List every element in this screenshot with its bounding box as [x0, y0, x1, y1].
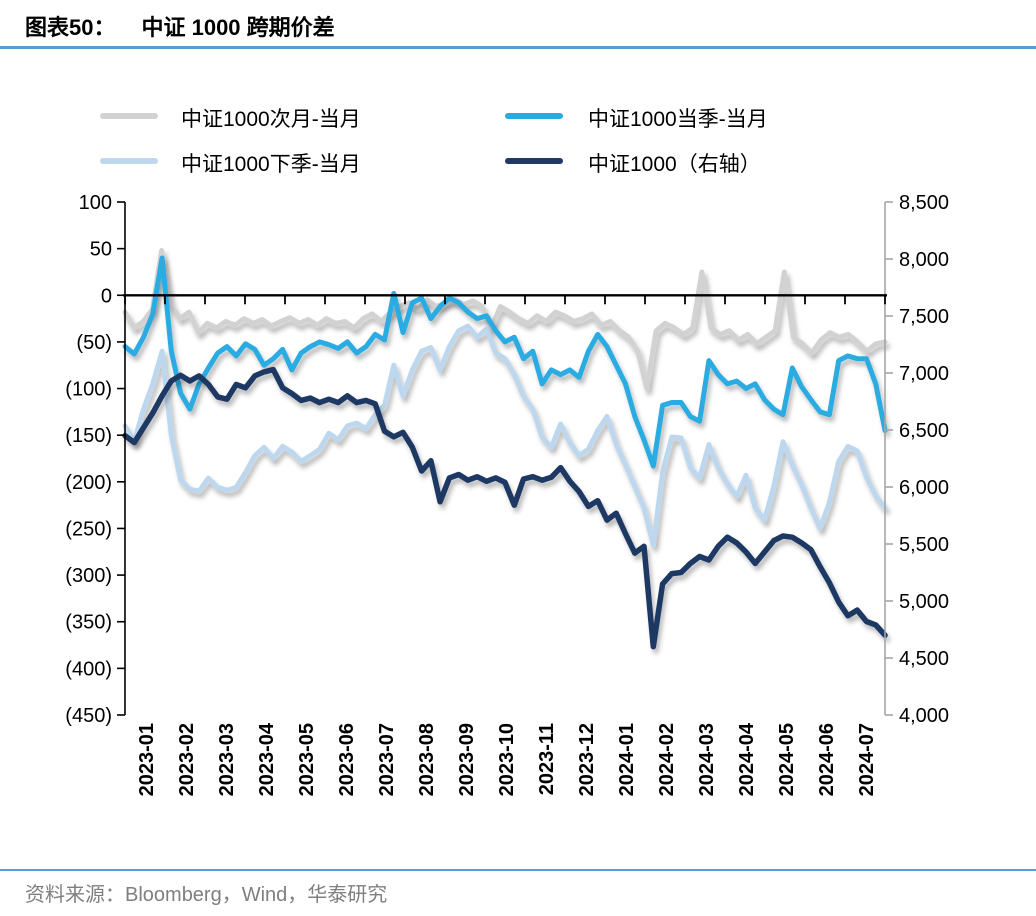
- x-axis-label: 2023-12: [576, 723, 598, 796]
- left-axis-tick-label: 50: [90, 239, 112, 261]
- footer-divider: [0, 869, 1036, 871]
- x-axis-label: 2024-03: [696, 723, 718, 796]
- x-axis-label: 2023-09: [456, 723, 478, 796]
- left-axis-tick-label: (100): [65, 379, 112, 401]
- right-axis-tick-label: 4,500: [899, 648, 949, 670]
- x-axis-label: 2024-01: [616, 723, 638, 796]
- right-axis-tick-label: 8,000: [899, 249, 949, 271]
- axes-layer: 100 50 0 (50) (100) (150) (200) (250) (300) (350)…: [65, 192, 949, 796]
- x-axis-label: 2024-04: [736, 722, 758, 796]
- figure-title: 图表50： 中证 1000 跨期价差: [25, 10, 335, 42]
- right-axis-tick-label: 4,000: [899, 705, 949, 727]
- series-line-2: [122, 323, 888, 548]
- x-axis-label: 2023-10: [496, 723, 518, 796]
- legend-swatch-next-month: [100, 113, 158, 119]
- x-axis-label: 2024-06: [816, 723, 838, 796]
- left-axis-tick-label: (150): [65, 425, 112, 447]
- left-axis-tick-label: (400): [65, 658, 112, 680]
- x-axis-label: 2023-03: [216, 723, 238, 796]
- legend-label-next-month: 中证1000次月-当月: [181, 108, 361, 131]
- right-axis-tick-label: 7,500: [899, 306, 949, 328]
- series-layer: [122, 248, 888, 650]
- left-axis-tick-label: 100: [79, 192, 112, 214]
- x-axis-label: 2024-05: [776, 723, 798, 796]
- x-axis-label: 2023-05: [296, 723, 318, 796]
- x-axis-label: 2023-11: [536, 723, 558, 795]
- left-axis-tick-label: (50): [76, 332, 112, 354]
- legend-swatch-current-quarter: [505, 113, 563, 119]
- series-line-0: [122, 248, 888, 391]
- left-axis-tick-label: (250): [65, 518, 112, 540]
- left-axis-tick-label: 0: [101, 285, 112, 307]
- left-axis-tick-label: (350): [65, 612, 112, 634]
- series-line-3: [122, 366, 888, 650]
- legend-swatch-next-quarter: [100, 158, 158, 164]
- x-axis-label: 2023-04: [256, 722, 278, 796]
- source-note: 资料来源：Bloomberg，Wind，华泰研究: [25, 884, 388, 906]
- right-axis-tick-label: 7,000: [899, 363, 949, 385]
- figure-number: 图表50：: [25, 15, 116, 40]
- left-axis-tick-label: (450): [65, 705, 112, 727]
- left-axis-tick-label: (200): [65, 472, 112, 494]
- x-axis-label: 2023-07: [376, 723, 398, 796]
- right-axis-tick-label: 6,500: [899, 420, 949, 442]
- legend-label-next-quarter: 中证1000下季-当月: [181, 153, 361, 176]
- x-axis-label: 2023-08: [416, 723, 438, 796]
- figure-title-text: 中证 1000 跨期价差: [141, 15, 335, 40]
- left-axis-tick-label: (300): [65, 565, 112, 587]
- right-axis-tick-label: 5,000: [899, 591, 949, 613]
- x-axis-label: 2023-02: [176, 723, 198, 796]
- legend-label-index-right-axis: 中证1000（右轴）: [588, 153, 761, 176]
- legend-label-current-quarter: 中证1000当季-当月: [588, 108, 768, 131]
- x-axis-label: 2024-07: [856, 723, 878, 796]
- x-axis-label: 2023-01: [136, 723, 158, 796]
- series-line-1: [122, 255, 888, 469]
- title-divider: [0, 46, 1036, 49]
- x-axis-label: 2024-02: [656, 723, 678, 796]
- x-axis-label: 2023-06: [336, 723, 358, 796]
- right-axis-tick-label: 8,500: [899, 192, 949, 214]
- right-axis-tick-label: 6,000: [899, 477, 949, 499]
- right-axis-tick-label: 5,500: [899, 534, 949, 556]
- legend-swatch-index-right-axis: [505, 158, 563, 164]
